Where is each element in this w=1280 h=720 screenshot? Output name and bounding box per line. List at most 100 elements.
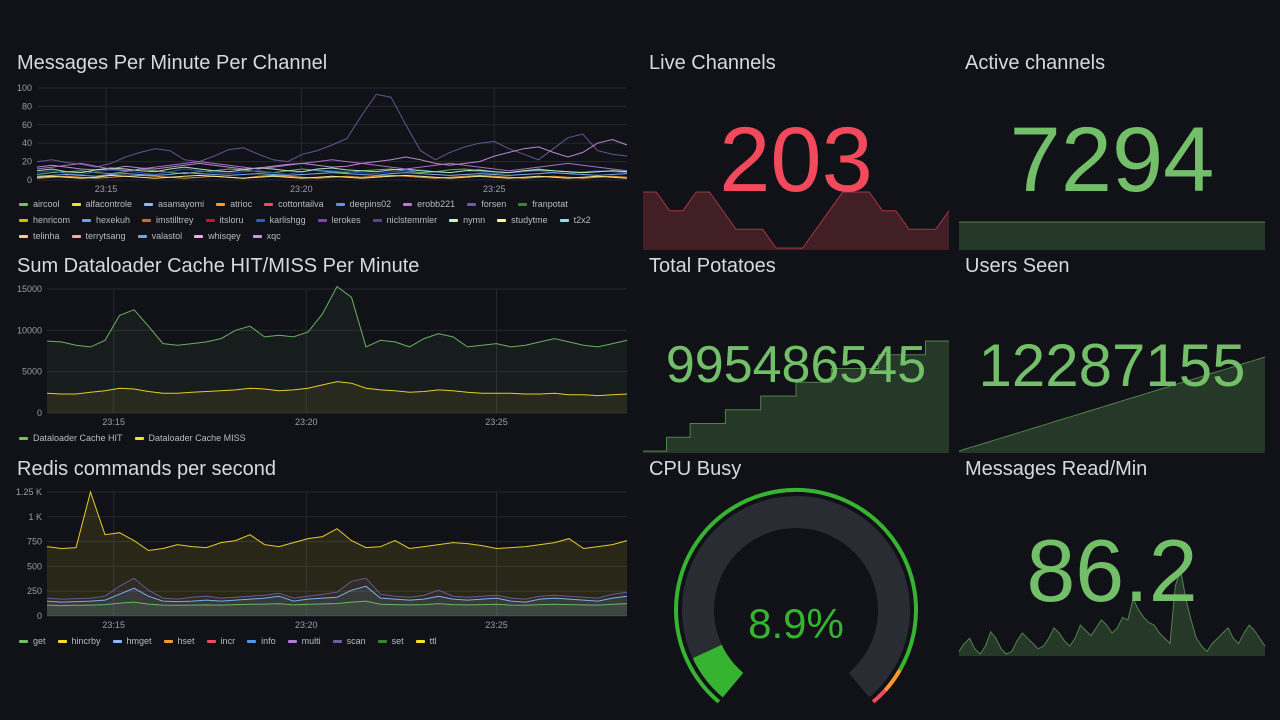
y-tick-label: 0 bbox=[37, 611, 42, 621]
legend-item[interactable]: itsloru bbox=[205, 212, 244, 228]
series-line bbox=[46, 600, 628, 607]
legend-item[interactable]: hexekuh bbox=[82, 212, 130, 228]
legend-label: Dataloader Cache MISS bbox=[148, 433, 246, 443]
legend-label: niclstemmler bbox=[386, 215, 438, 225]
chart-legend: get hincrby hmget hset incr info multi scan set t… bbox=[19, 633, 625, 649]
legend-item[interactable]: erobb221 bbox=[403, 196, 455, 212]
legend-label: incr bbox=[220, 636, 236, 646]
legend-item[interactable]: niclstemmler bbox=[372, 212, 438, 228]
legend-item[interactable]: lerokes bbox=[317, 212, 361, 228]
legend-item[interactable]: atrioc bbox=[216, 196, 252, 212]
legend-item[interactable]: set bbox=[377, 633, 404, 649]
legend-item[interactable]: deepins02 bbox=[335, 196, 391, 212]
panel-title[interactable]: Total Potatoes bbox=[649, 255, 776, 277]
legend-item[interactable]: aircool bbox=[19, 196, 60, 212]
legend-label: karlishgg bbox=[269, 215, 306, 225]
legend-label: hexekuh bbox=[96, 215, 131, 225]
legend-item[interactable]: forsen bbox=[467, 196, 506, 212]
legend-item[interactable]: cottontailva bbox=[264, 196, 324, 212]
legend-item[interactable]: asamayomi bbox=[144, 196, 204, 212]
panel-title[interactable]: Messages Read/Min bbox=[965, 458, 1148, 480]
legend-swatch bbox=[377, 640, 387, 644]
panel-title[interactable]: Redis commands per second bbox=[17, 458, 277, 480]
legend-label: studytme bbox=[511, 215, 548, 225]
x-tick-label: 23:25 bbox=[485, 620, 508, 630]
legend-swatch bbox=[332, 640, 342, 644]
dataloader-chart[interactable]: 0 5000 10000 15000 23:15 23:20 23:25 bbox=[17, 284, 629, 427]
y-tick-label: 20 bbox=[22, 157, 32, 167]
series-fill bbox=[47, 381, 627, 413]
x-tick-label: 23:15 bbox=[102, 417, 125, 427]
legend-item[interactable]: alfacontrole bbox=[71, 196, 132, 212]
legend-item[interactable]: terrytsang bbox=[71, 228, 126, 244]
legend-label: multi bbox=[301, 636, 321, 646]
series-line bbox=[36, 159, 628, 172]
legend-item[interactable]: hset bbox=[163, 633, 195, 649]
dataloader-panel: Sum Dataloader Cache HIT/MISS Per Minute… bbox=[17, 255, 629, 447]
y-tick-label: 1 K bbox=[28, 512, 42, 522]
legend-swatch bbox=[252, 235, 262, 239]
panel-title[interactable]: CPU Busy bbox=[649, 458, 742, 480]
sparkline-fill bbox=[959, 222, 1265, 250]
legend-item[interactable]: nymn bbox=[449, 212, 485, 228]
panel-title[interactable]: Users Seen bbox=[965, 255, 1070, 277]
legend-item[interactable]: xqc bbox=[252, 228, 281, 244]
panel-title[interactable]: Sum Dataloader Cache HIT/MISS Per Minute bbox=[17, 255, 420, 277]
series-line bbox=[36, 138, 628, 171]
legend-item[interactable]: t2x2 bbox=[559, 212, 591, 228]
legend-item[interactable]: studytme bbox=[497, 212, 548, 228]
active-channels-panel: Active channels 7294 bbox=[959, 52, 1265, 250]
gauge-track bbox=[682, 496, 910, 698]
legend-label: get bbox=[33, 636, 46, 646]
legend-swatch bbox=[19, 235, 28, 239]
legend-swatch bbox=[19, 203, 28, 207]
legend-item[interactable]: telinha bbox=[19, 228, 60, 244]
legend-item[interactable]: Dataloader Cache MISS bbox=[134, 430, 246, 446]
legend-label: atrioc bbox=[230, 199, 253, 209]
legend-item[interactable]: franpotat bbox=[518, 196, 568, 212]
legend-item[interactable]: multi bbox=[287, 633, 321, 649]
legend-item[interactable]: valastol bbox=[137, 228, 183, 244]
legend-item[interactable]: karlishgg bbox=[255, 212, 306, 228]
x-tick-label: 23:20 bbox=[295, 620, 318, 630]
legend-swatch bbox=[137, 235, 147, 239]
panel-title[interactable]: Active channels bbox=[965, 52, 1106, 74]
series-fill bbox=[47, 286, 627, 413]
legend-label: lerokes bbox=[331, 215, 361, 225]
legend-label: Dataloader Cache HIT bbox=[33, 433, 123, 443]
y-tick-label: 0 bbox=[37, 408, 42, 418]
legend-item[interactable]: Dataloader Cache HIT bbox=[19, 430, 123, 446]
messages-per-minute-chart[interactable]: 0 20 40 60 80 100 23:15 23:20 23:25 bbox=[17, 83, 629, 196]
legend-item[interactable]: get bbox=[19, 633, 46, 649]
legend-item[interactable]: info bbox=[247, 633, 276, 649]
chart-legend: Dataloader Cache HIT Dataloader Cache MIS… bbox=[19, 430, 625, 446]
y-tick-label: 15000 bbox=[17, 284, 42, 294]
sparkline-fill bbox=[959, 570, 1265, 656]
legend-swatch bbox=[497, 219, 507, 223]
series-line bbox=[46, 577, 628, 600]
legend-label: valastol bbox=[151, 231, 183, 241]
legend-swatch bbox=[518, 203, 528, 207]
redis-commands-panel: Redis commands per second 0 250 500 750 1 K 1… bbox=[16, 458, 629, 650]
legend-swatch bbox=[403, 203, 413, 207]
legend-label: hmget bbox=[126, 636, 152, 646]
legend-item[interactable]: imstilltrey bbox=[142, 212, 194, 228]
redis-commands-chart[interactable]: 0 250 500 750 1 K 1.25 K 23:15 23:20 23:25 bbox=[16, 487, 629, 630]
legend-item[interactable]: incr bbox=[206, 633, 236, 649]
legend-label: imstilltrey bbox=[156, 215, 194, 225]
legend-item[interactable]: whisqey bbox=[194, 228, 241, 244]
panel-title[interactable]: Live Channels bbox=[649, 52, 776, 74]
legend-item[interactable]: scan bbox=[332, 633, 366, 649]
x-tick-label: 23:25 bbox=[483, 184, 506, 194]
legend-swatch bbox=[372, 219, 382, 223]
legend-item[interactable]: hmget bbox=[112, 633, 152, 649]
legend-item[interactable]: hincrby bbox=[57, 633, 101, 649]
cpu-busy-value: 8.9% bbox=[748, 600, 844, 647]
sparkline-line bbox=[958, 569, 1266, 655]
total-potatoes-sparkline bbox=[643, 340, 949, 453]
users-seen-panel: Users Seen 12287155 bbox=[958, 255, 1266, 453]
panel-title[interactable]: Messages Per Minute Per Channel bbox=[17, 52, 328, 74]
series-line bbox=[36, 168, 628, 176]
legend-item[interactable]: henricom bbox=[19, 212, 70, 228]
legend-item[interactable]: ttl bbox=[415, 633, 437, 649]
